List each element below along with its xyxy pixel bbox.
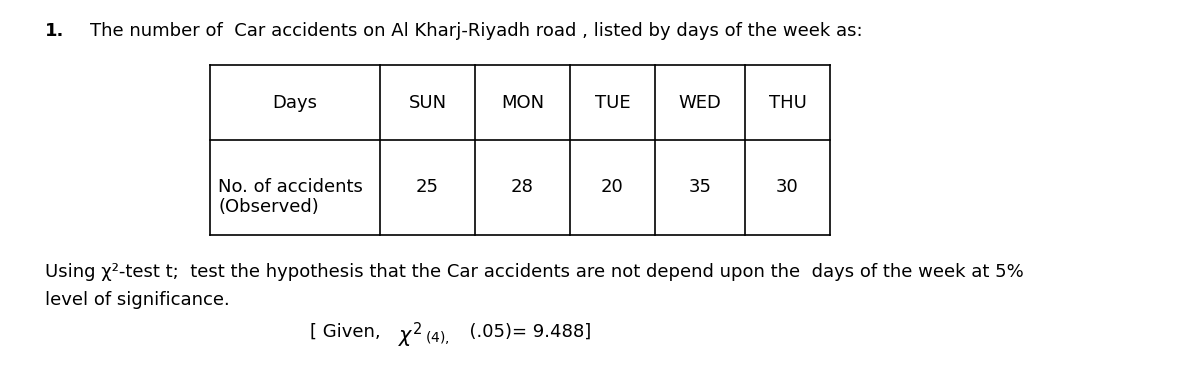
Text: $\chi^{2}$: $\chi^{2}$ xyxy=(398,321,422,350)
Text: The number of  Car accidents on Al Kharj-Riyadh road , listed by days of the wee: The number of Car accidents on Al Kharj-… xyxy=(90,22,863,40)
Text: $(4),$: $(4),$ xyxy=(425,329,450,346)
Text: level of significance.: level of significance. xyxy=(46,291,229,309)
Text: 30: 30 xyxy=(776,178,799,196)
Text: WED: WED xyxy=(678,94,721,111)
Text: THU: THU xyxy=(768,94,806,111)
Text: SUN: SUN xyxy=(408,94,446,111)
Text: 20: 20 xyxy=(601,178,624,196)
Text: 28: 28 xyxy=(511,178,534,196)
Text: (Observed): (Observed) xyxy=(218,198,319,216)
Text: TUE: TUE xyxy=(595,94,630,111)
Text: (.05)= 9.488]: (.05)= 9.488] xyxy=(458,323,592,341)
Text: 25: 25 xyxy=(416,178,439,196)
Text: 35: 35 xyxy=(689,178,712,196)
Text: 1.: 1. xyxy=(46,22,65,40)
Text: Using χ²-test t;  test the hypothesis that the Car accidents are not depend upon: Using χ²-test t; test the hypothesis tha… xyxy=(46,263,1024,281)
Text: [ Given,: [ Given, xyxy=(310,323,398,341)
Text: Days: Days xyxy=(272,94,318,111)
Text: No. of accidents: No. of accidents xyxy=(218,178,362,196)
Text: MON: MON xyxy=(500,94,544,111)
